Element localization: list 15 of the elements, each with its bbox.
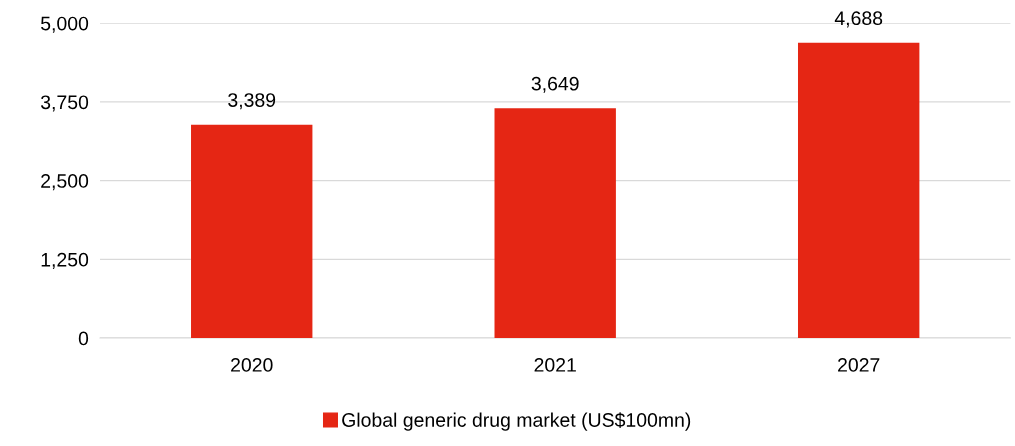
y-tick-label: 5,000 [40,16,89,33]
text: 3,649 [531,76,579,93]
y-tick-label: 0 [78,331,89,346]
x-tick-label: 2027 [838,358,880,372]
text: 4,688 [834,11,883,28]
y-tick-label: 3,750 [40,95,89,112]
bar [797,42,920,339]
x-tick-label: 2021 [534,358,576,372]
y-tick-label: 2,500 [41,174,89,191]
y-tick-label: 1,250 [41,252,89,269]
x-tick-label: 2020 [231,358,273,372]
text: 3,389 [228,93,276,110]
bar [494,108,616,339]
legend-label: Global generic drug market (US$100mn) [342,412,691,431]
bar [191,124,313,339]
